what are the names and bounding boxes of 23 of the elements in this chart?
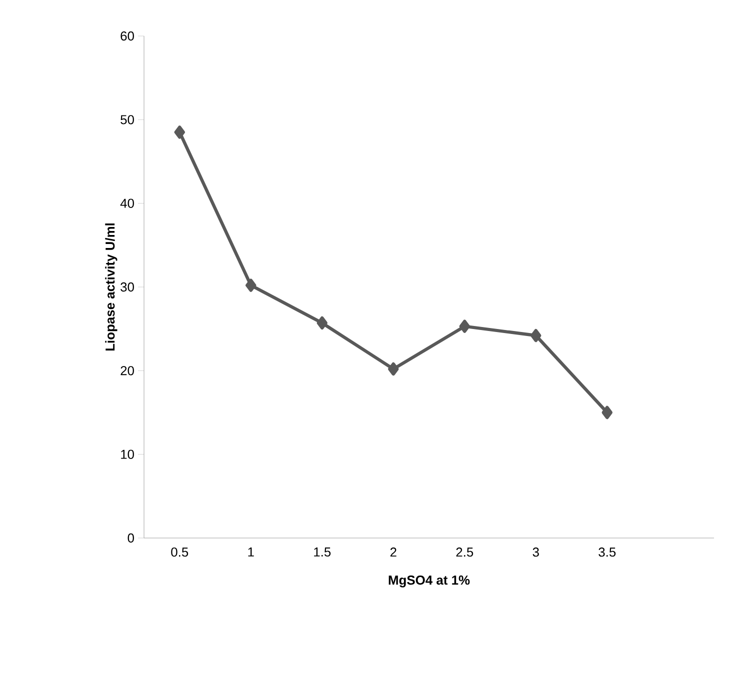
x-tick-label: 0.5 [171, 548, 188, 557]
point [174, 126, 185, 139]
x-tick-label: 2 [390, 548, 396, 557]
point [530, 328, 542, 342]
point [316, 316, 328, 330]
y-axis-title: Liopase activity U/ml [105, 224, 118, 351]
y-tick-label: 0 [128, 533, 134, 543]
point [388, 362, 399, 376]
y-tick-label: 30 [120, 282, 134, 292]
point [602, 406, 612, 420]
x-tick-label: 1.5 [314, 548, 331, 557]
x-tick-label: 3 [532, 548, 539, 557]
y-tick-label: 20 [120, 366, 134, 376]
y-tick-label: 50 [120, 115, 134, 124]
point [459, 320, 470, 333]
y-tick-label: 10 [121, 450, 134, 459]
point [246, 278, 256, 292]
x-tick-label: 2.5 [456, 548, 474, 557]
x-tick-label: 1 [248, 548, 254, 556]
x-axis-title: MgSO4 at 1% [388, 576, 470, 588]
x-tick-label: 3.5 [598, 548, 616, 557]
y-tick-label: 40 [120, 198, 134, 208]
y-tick-label: 60 [120, 31, 134, 41]
